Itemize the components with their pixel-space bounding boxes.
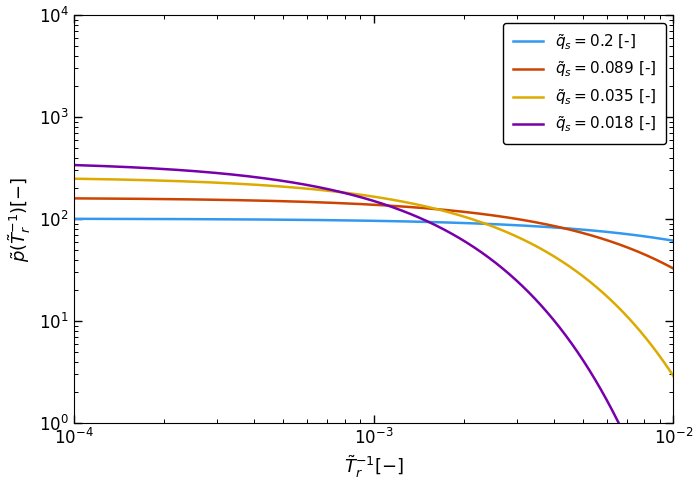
$\tilde{q}_s = 0.018$ [-]	[563, 334, 571, 340]
$\tilde{q}_s = 0.035$ [-]	[70, 176, 78, 182]
$\tilde{q}_s = 0.035$ [-]	[429, 206, 438, 211]
$\tilde{q}_s = 0.2$ [-]	[669, 238, 678, 244]
$\tilde{q}_s = 0.2$ [-]	[299, 217, 307, 223]
$\tilde{q}_s = 0.089$ [-]	[70, 195, 78, 201]
$\tilde{q}_s = 0.035$ [-]	[460, 214, 468, 220]
$\tilde{q}_s = 0.2$ [-]	[178, 216, 187, 222]
$\tilde{q}_s = 0.089$ [-]	[299, 199, 307, 205]
$\tilde{q}_s = 0.089$ [-]	[517, 217, 526, 223]
$\tilde{q}_s = 0.2$ [-]	[460, 220, 468, 226]
$\tilde{q}_s = 0.018$ [-]	[460, 238, 468, 244]
$\tilde{q}_s = 0.035$ [-]	[669, 373, 678, 379]
$\tilde{q}_s = 0.035$ [-]	[517, 236, 526, 242]
X-axis label: $\tilde{T}_r^{-1}[-]$: $\tilde{T}_r^{-1}[-]$	[344, 453, 403, 480]
$\tilde{q}_s = 0.2$ [-]	[517, 223, 526, 228]
$\tilde{q}_s = 0.018$ [-]	[178, 168, 187, 173]
$\tilde{q}_s = 0.2$ [-]	[70, 216, 78, 222]
$\tilde{q}_s = 0.018$ [-]	[70, 162, 78, 168]
$\tilde{q}_s = 0.089$ [-]	[429, 206, 438, 212]
Line: $\tilde{q}_s = 0.018$ [-]: $\tilde{q}_s = 0.018$ [-]	[74, 165, 673, 487]
$\tilde{q}_s = 0.2$ [-]	[563, 225, 571, 231]
Line: $\tilde{q}_s = 0.089$ [-]: $\tilde{q}_s = 0.089$ [-]	[74, 198, 673, 268]
$\tilde{q}_s = 0.2$ [-]	[429, 219, 438, 225]
$\tilde{q}_s = 0.018$ [-]	[299, 181, 307, 187]
$\tilde{q}_s = 0.035$ [-]	[178, 178, 187, 184]
$\tilde{q}_s = 0.089$ [-]	[563, 226, 571, 232]
$\tilde{q}_s = 0.035$ [-]	[563, 262, 571, 267]
$\tilde{q}_s = 0.035$ [-]	[299, 186, 307, 191]
Y-axis label: $\tilde{p}(\tilde{T}_r^{-1})[-]$: $\tilde{p}(\tilde{T}_r^{-1})[-]$	[7, 176, 34, 262]
$\tilde{q}_s = 0.089$ [-]	[460, 209, 468, 215]
$\tilde{q}_s = 0.018$ [-]	[429, 221, 438, 227]
Legend: $\tilde{q}_s = 0.2$ [-], $\tilde{q}_s = 0.089$ [-], $\tilde{q}_s = 0.035$ [-], $: $\tilde{q}_s = 0.2$ [-], $\tilde{q}_s = …	[503, 22, 666, 144]
Line: $\tilde{q}_s = 0.035$ [-]: $\tilde{q}_s = 0.035$ [-]	[74, 179, 673, 376]
Line: $\tilde{q}_s = 0.2$ [-]: $\tilde{q}_s = 0.2$ [-]	[74, 219, 673, 241]
$\tilde{q}_s = 0.089$ [-]	[669, 265, 678, 271]
$\tilde{q}_s = 0.089$ [-]	[178, 196, 187, 202]
$\tilde{q}_s = 0.018$ [-]	[517, 282, 526, 288]
